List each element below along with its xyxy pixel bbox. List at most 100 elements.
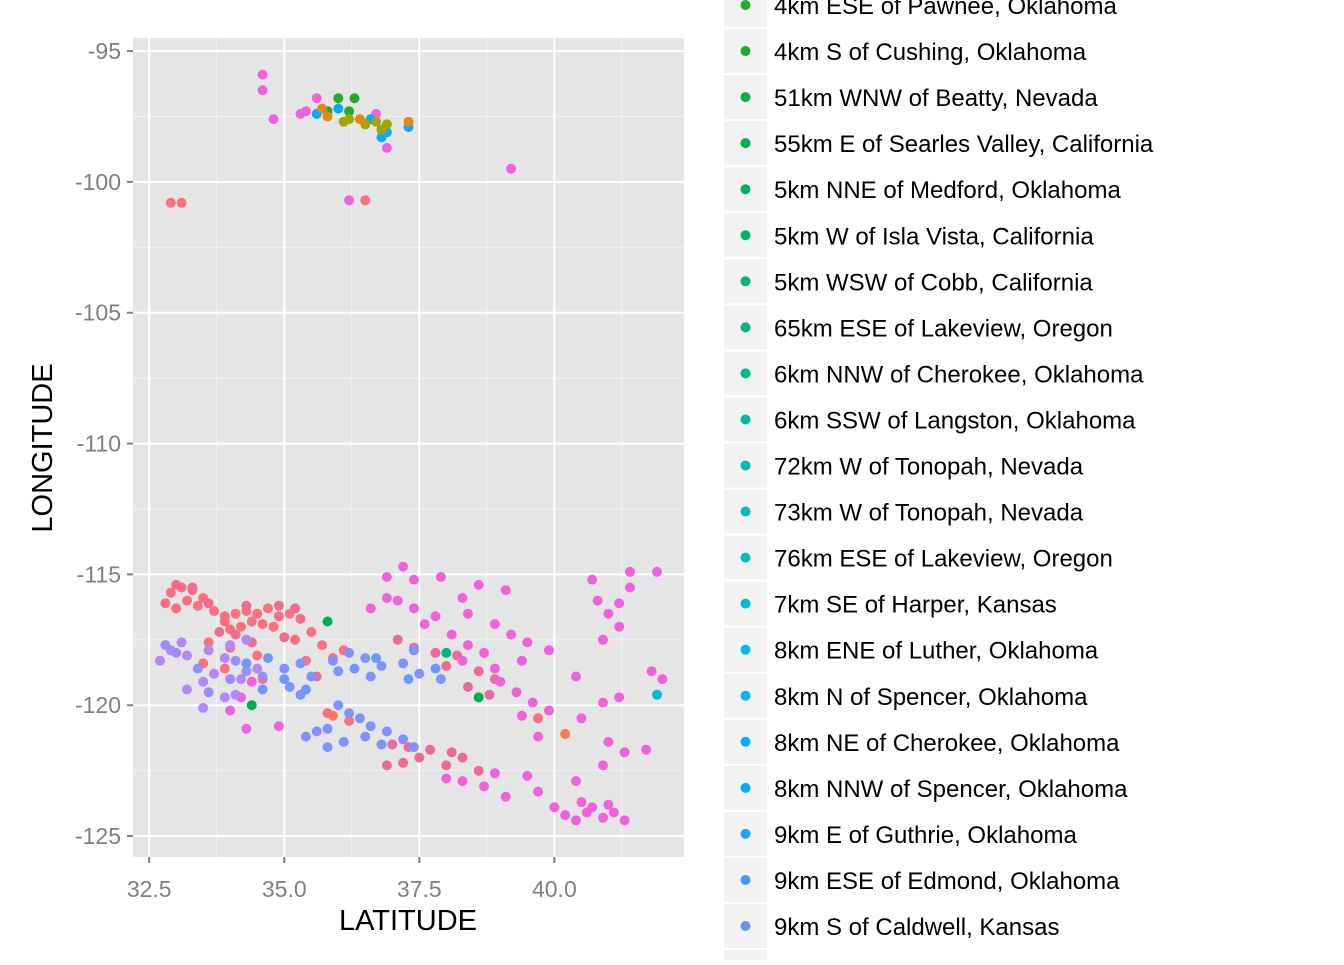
y-tick-label: -125 (75, 823, 121, 849)
x-axis: 32.5 35.0 37.5 40.0 (127, 857, 577, 902)
legend-label: 4km S of Cushing, Oklahoma (774, 39, 1087, 66)
data-point (241, 723, 252, 734)
legend-label: 8km NNW of Spencer, Oklahoma (774, 776, 1128, 803)
data-point (219, 653, 230, 664)
data-point (435, 572, 446, 582)
data-point (203, 637, 214, 648)
data-point (603, 736, 614, 747)
legend-key-dot (740, 782, 751, 793)
legend-label: 9km E of Guthrie, Oklahoma (774, 822, 1077, 849)
data-point (484, 689, 495, 700)
data-point (398, 658, 409, 669)
data-point (652, 566, 662, 577)
data-point (430, 611, 441, 622)
data-point (246, 700, 257, 711)
legend-label: 72km W of Tonopah, Nevada (774, 454, 1084, 481)
data-point (317, 103, 328, 114)
data-point (241, 634, 252, 645)
data-point (241, 600, 252, 611)
data-point (225, 674, 236, 685)
data-point (522, 637, 533, 648)
data-point (338, 736, 349, 747)
data-point (446, 747, 457, 758)
data-point (619, 747, 630, 758)
data-point (160, 640, 171, 651)
data-point (398, 734, 409, 745)
data-point (295, 658, 306, 669)
y-tick-label: -95 (88, 38, 121, 64)
data-point (165, 197, 176, 208)
data-point (236, 621, 246, 632)
data-point (182, 595, 192, 606)
data-point (252, 650, 263, 661)
data-point (263, 603, 273, 614)
legend-key-dot (740, 552, 751, 563)
data-point (230, 608, 241, 619)
data-point (192, 663, 203, 674)
legend-label: 5km WSW of Cobb, California (774, 269, 1093, 296)
data-point (495, 676, 506, 687)
data-point (333, 700, 344, 711)
data-point (462, 608, 473, 619)
data-point (322, 742, 333, 753)
data-point (457, 593, 468, 603)
data-point (441, 773, 452, 784)
legend-label: 65km ESE of Lakeview, Oregon (774, 315, 1113, 342)
data-point (408, 603, 419, 614)
legend-key-dot (740, 506, 751, 517)
data-point (155, 655, 165, 666)
data-point (414, 752, 425, 763)
legend-label: 55km E of Searles Valley, California (774, 131, 1154, 158)
data-point (257, 684, 268, 695)
data-point (435, 674, 446, 685)
data-point (457, 752, 468, 763)
x-tick-label: 35.0 (262, 876, 307, 902)
data-point (408, 742, 419, 753)
legend-key-dot (740, 644, 751, 655)
data-point (376, 739, 387, 750)
data-point (560, 810, 571, 821)
data-point (300, 731, 311, 742)
data-point (479, 647, 490, 658)
data-point (646, 666, 657, 677)
legend-key-dot (740, 138, 751, 149)
data-point (344, 715, 355, 726)
data-point (279, 632, 290, 643)
data-point (349, 93, 360, 104)
data-point (246, 676, 257, 687)
legend-label: 8km ENE of Luther, Oklahoma (774, 638, 1099, 665)
data-point (614, 598, 625, 609)
data-point (219, 663, 230, 674)
legend-label: 6km NNW of Cherokee, Oklahoma (774, 361, 1144, 388)
data-point (349, 663, 360, 674)
data-point (203, 687, 214, 698)
data-point (209, 606, 219, 616)
data-point (614, 692, 625, 703)
data-point (608, 807, 619, 818)
data-point (171, 647, 182, 658)
y-tick-label: -120 (75, 692, 121, 718)
data-point (171, 579, 182, 590)
data-point (365, 671, 376, 682)
legend-label: 4km ESE of Pawnee, Oklahoma (774, 0, 1117, 20)
data-point (544, 705, 554, 716)
data-point (457, 655, 468, 666)
legend-label: 6km SSW of Langston, Oklahoma (774, 407, 1136, 434)
legend-key-dot (740, 460, 751, 471)
legend-key-dot (740, 92, 751, 103)
data-point (327, 655, 338, 666)
data-point (284, 681, 295, 692)
legend-key-dot (740, 921, 751, 931)
data-point (273, 611, 284, 622)
data-point (219, 616, 230, 627)
data-point (290, 634, 301, 645)
x-axis-title: LATITUDE (339, 905, 477, 937)
data-point (371, 116, 382, 127)
data-point (576, 797, 587, 808)
data-point (338, 116, 349, 127)
data-point (252, 608, 263, 619)
data-point (230, 655, 241, 666)
data-point (489, 663, 500, 674)
data-point (603, 608, 614, 619)
data-point (614, 621, 625, 632)
